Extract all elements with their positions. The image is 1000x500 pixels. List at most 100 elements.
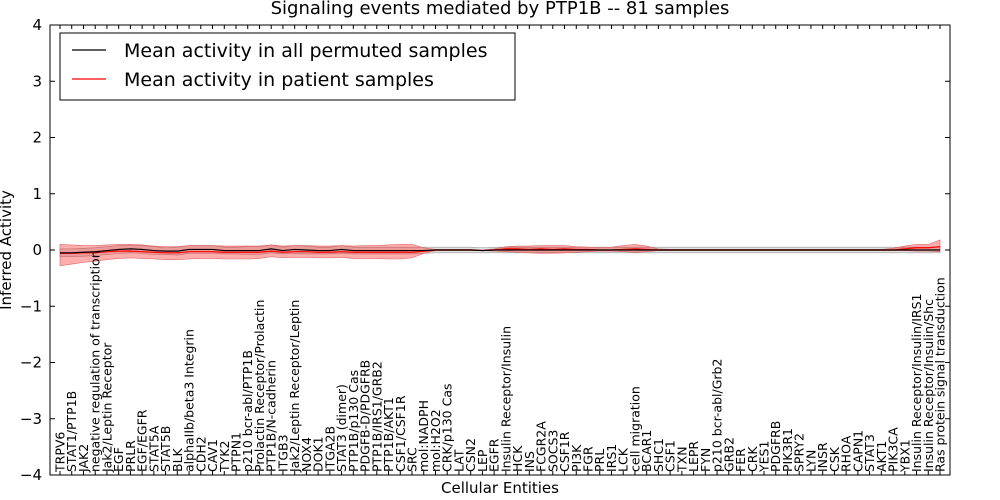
x-tick-label: LYN — [803, 450, 818, 472]
x-tick-label: p210 bcr-abl/Grb2 — [710, 359, 725, 472]
x-tick-label: TYK2 — [217, 441, 232, 473]
x-tick-label: JAK2 — [76, 444, 91, 473]
x-tick-label: ITGB3 — [275, 434, 290, 472]
y-tick-label: −2 — [20, 354, 42, 372]
x-tick-label: FGR — [581, 446, 596, 472]
x-tick-label: STAT3 (dimer) — [334, 384, 349, 472]
x-tick-label: mol:NADPH — [416, 400, 431, 472]
x-tick-label: STAT1/PTP1B — [64, 391, 79, 472]
x-tick-label: STAT3 — [862, 434, 877, 472]
x-tick-label: TRPV6 — [53, 432, 68, 473]
x-tick-label: CSF1 — [663, 440, 678, 472]
x-tick-label: TXN — [674, 446, 689, 473]
legend-label-permuted: Mean activity in all permuted samples — [124, 40, 487, 62]
x-tick-label: DOK1 — [311, 436, 326, 472]
x-tick-label: INSR — [815, 442, 830, 472]
y-axis: −4 −3 −2 −1 0 1 2 3 4 — [20, 16, 950, 484]
x-tick-label: mol:H2O2 — [428, 409, 443, 472]
x-tick-label: PIK3CA — [886, 427, 901, 472]
band-patient — [59, 239, 941, 267]
x-tick-label: LEPR — [686, 441, 701, 472]
y-tick-label: 4 — [32, 16, 42, 34]
x-tick-label: FYN — [698, 448, 713, 472]
x-tick-label: RHOA — [839, 435, 854, 472]
y-tick-label: 2 — [32, 129, 42, 147]
y-axis-label: Inferred Activity — [0, 190, 15, 310]
x-tick-label: CDH2 — [193, 436, 208, 472]
x-tick-label: EGFR — [487, 438, 502, 472]
x-tick-label: NOX4 — [299, 437, 314, 472]
x-tick-label: cell migration — [627, 386, 642, 472]
x-tick-label: YES1 — [757, 441, 772, 473]
x-tick-label: LAT — [451, 449, 466, 472]
x-tick-label: PTP1B/AKT1 — [381, 397, 396, 472]
y-tick-label: 0 — [32, 241, 42, 259]
x-tick-label: CAPN1 — [850, 430, 865, 472]
x-tick-label: CSK — [827, 446, 842, 472]
x-tick-label: BCAR1 — [639, 430, 654, 472]
x-tick-label: INS — [522, 451, 537, 472]
x-tick-label: PIK3R1 — [780, 428, 795, 472]
x-tick-label: IRS1 — [604, 444, 619, 472]
x-tick-label: SHC1 — [651, 438, 666, 472]
y-tick-label: 3 — [32, 72, 42, 90]
x-tick-label: FER — [733, 448, 748, 472]
x-tick-label: PRL — [592, 449, 607, 472]
y-tick-label: −1 — [20, 297, 42, 315]
x-tick-label: CSF1R — [557, 431, 572, 472]
x-axis-label: Cellular Entities — [441, 479, 559, 497]
x-tick-label: Insulin Receptor/Insulin/IRS1 — [909, 294, 924, 472]
series-lines — [60, 246, 941, 254]
x-tick-label: Prolactin Receptor/Prolactin — [252, 300, 267, 472]
y-tick-label: −3 — [20, 410, 42, 428]
y-tick-label: 1 — [32, 185, 42, 203]
line-permuted — [60, 248, 940, 254]
x-tick-label: LEP — [475, 449, 490, 472]
confidence-bands — [59, 239, 941, 267]
x-tick-label: negative regulation of transcription — [88, 250, 103, 472]
x-tick-label: SPRY2 — [792, 433, 807, 472]
x-tick-label: HCK — [510, 445, 525, 472]
x-tick-label: STAT5A — [146, 425, 161, 472]
x-tick-label: EGF/EGFR — [135, 409, 150, 472]
x-tick-label: p210 bcr-abl/PTP1B — [240, 350, 255, 472]
band-permuted — [59, 244, 941, 258]
x-tick-label: Ras protein signal transduction — [933, 277, 948, 472]
x-tick-label: AKT1 — [874, 441, 889, 472]
x-tick-label: FCGR2A — [534, 421, 549, 472]
y-tick-label: −4 — [20, 466, 42, 484]
x-tick-label: Jak2/Leptin Receptor — [99, 342, 114, 473]
chart-title: Signaling events mediated by PTP1B -- 81… — [271, 0, 730, 19]
x-tick-label: CSF1/CSF1R — [393, 395, 408, 472]
x-tick-label: PTPN1 — [229, 432, 244, 472]
x-tick-label: PDGFRB — [768, 421, 783, 472]
legend-label-patient: Mean activity in patient samples — [124, 69, 434, 91]
x-tick-label: GRB2 — [721, 437, 736, 472]
x-tick-label: EGF — [111, 447, 126, 472]
x-tick-label: CRK/p130 Cas — [440, 384, 455, 473]
x-tick-label: PTP1B/p130 Cas — [346, 370, 361, 472]
x-tick-label: SOCS3 — [545, 430, 560, 472]
x-tick-label: SRC — [405, 447, 420, 472]
x-tick-label: CAV1 — [205, 439, 220, 472]
x-tick-label: STAT5B — [158, 426, 173, 472]
legend: Mean activity in all permuted samples Me… — [59, 32, 516, 101]
x-tick-label: Insulin Receptor/Insulin/Shc — [921, 299, 936, 472]
x-tick-label: CRK — [745, 446, 760, 472]
x-tick-label: BLK — [170, 447, 185, 472]
x-tick-label: PI3K — [569, 444, 584, 472]
x-tick-label: PTP1B/IRS1/GRB2 — [369, 361, 384, 472]
x-tick-label: Insulin Receptor/Insulin — [498, 326, 513, 472]
x-tick-label: LCK — [616, 447, 631, 472]
x-tick-label: PRLR — [123, 440, 138, 472]
x-tick-label: YBX1 — [897, 439, 912, 473]
x-tick-label: Jak2/Leptin Receptor/Leptin — [287, 300, 302, 473]
x-tick-label: ITGA2B — [322, 426, 337, 472]
x-tick-label: alphaIIb/beta3 Integrin — [182, 329, 197, 472]
x-tick-label: PTP1B/N-cadherin — [264, 360, 279, 472]
legend-box — [59, 32, 516, 101]
x-tick-label: PDGFB-D/PDGFRB — [358, 360, 373, 472]
x-tick-label: CSN2 — [463, 438, 478, 472]
